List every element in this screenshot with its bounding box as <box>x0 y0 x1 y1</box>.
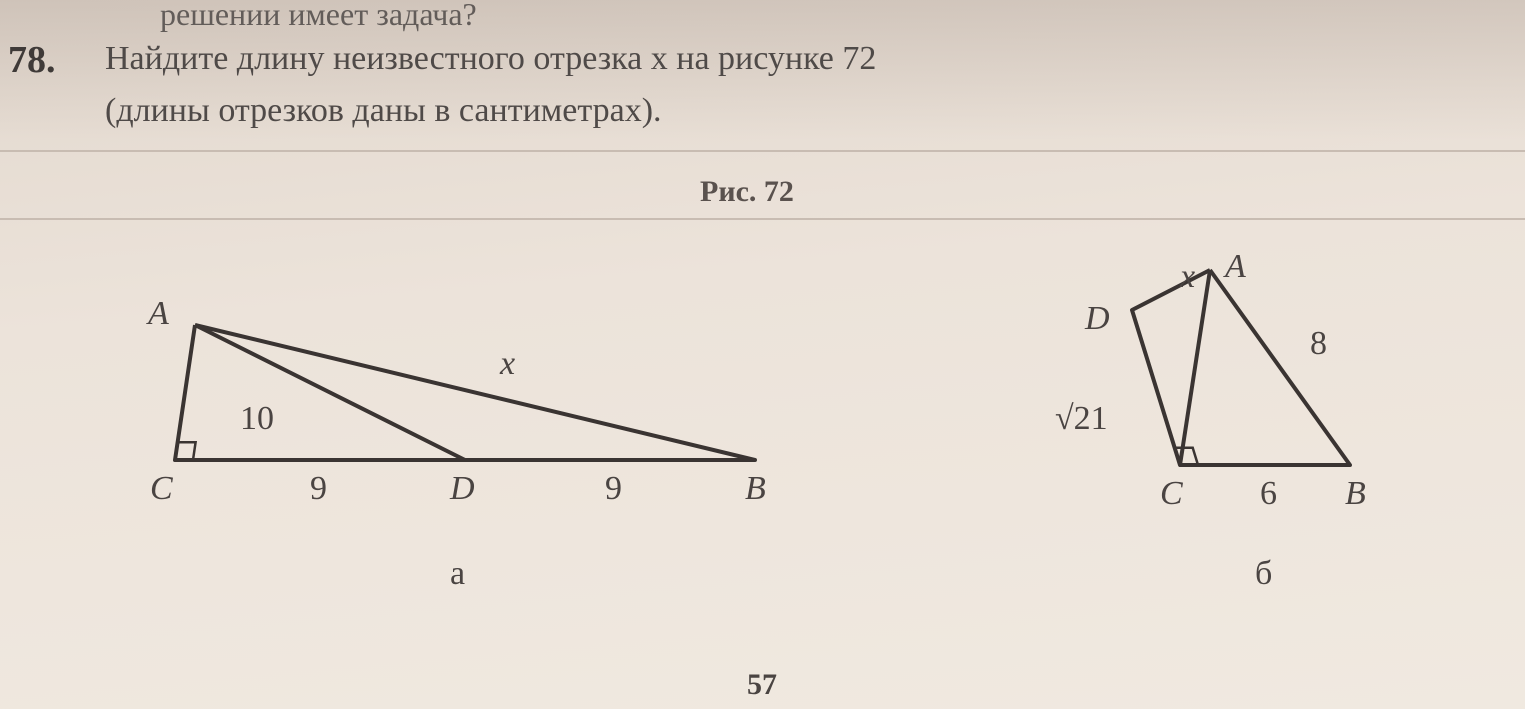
fig-a-sublabel: a <box>450 555 465 593</box>
fig-b-label-A: A <box>1225 248 1246 286</box>
fig-b-label-AB: 8 <box>1310 325 1327 363</box>
fig-a-label-AB: x <box>500 345 515 383</box>
fig-b-label-B: B <box>1345 475 1366 513</box>
fig-a-label-DB: 9 <box>605 470 622 508</box>
fig-a-right-angle-marker <box>178 442 196 460</box>
fig-b-label-D: D <box>1085 300 1110 338</box>
fig-b-label-DC: √21 <box>1055 400 1108 438</box>
figure-caption: Рис. 72 <box>700 175 794 209</box>
problem-text-line2: (длины отрезков даны в сантиметрах). <box>105 92 662 130</box>
page-scan: { "problem": { "number": "78.", "prev_ta… <box>0 0 1525 709</box>
fig-a-label-C: C <box>150 470 173 508</box>
fig-b-quad <box>1132 270 1350 465</box>
problem-number: 78. <box>8 38 56 82</box>
prev-problem-tail: решении имеет задача? <box>160 0 477 33</box>
fig-b-label-CB: 6 <box>1260 475 1277 513</box>
rule-top <box>0 150 1525 152</box>
fig-b-sublabel: б <box>1255 555 1272 593</box>
fig-a-triangle-ACB <box>175 325 755 460</box>
rule-bottom <box>0 218 1525 220</box>
fig-b-label-C: C <box>1160 475 1183 513</box>
fig-a-label-B: B <box>745 470 766 508</box>
fig-a-label-CD: 9 <box>310 470 327 508</box>
fig-a-segment-AD <box>195 325 465 460</box>
page-number: 57 <box>747 668 777 702</box>
figure-b-svg <box>1050 255 1380 515</box>
fig-a-label-AC: 10 <box>240 400 274 438</box>
fig-b-label-DA: x <box>1180 258 1195 296</box>
problem-text-line1: Найдите длину неизвестного отрезка x на … <box>105 40 876 78</box>
fig-a-label-D: D <box>450 470 475 508</box>
fig-a-label-A: A <box>148 295 169 333</box>
fig-b-segment-AC <box>1180 270 1210 465</box>
